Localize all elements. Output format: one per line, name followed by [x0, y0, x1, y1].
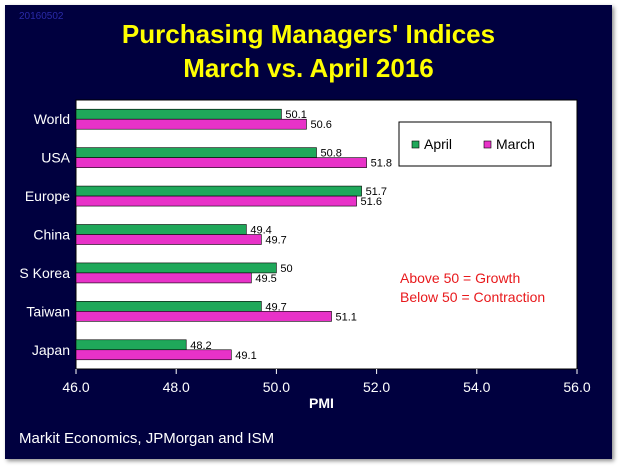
bar-march-europe: [75, 195, 357, 207]
data-label-april-world: 50.1: [285, 109, 306, 121]
data-label-march-world: 50.6: [310, 119, 331, 131]
x-tick-label: 46.0: [62, 379, 89, 395]
bar-march-world: [75, 118, 307, 130]
category-label-japan: Japan: [32, 342, 70, 358]
category-label-world: World: [34, 111, 70, 127]
data-label-april-japan: 48.2: [190, 340, 211, 352]
bar-march-china: [75, 234, 262, 245]
bar-march-s-korea: [75, 272, 252, 284]
bar-chart: 50.1 50.6 World 50.8 51.8 USA 51.751.6 Europe 49…: [19, 99, 591, 411]
bar-april-world: [75, 108, 282, 120]
data-label-april-s-korea: 50: [280, 263, 292, 275]
data-label-march-usa: 51.8: [371, 158, 392, 170]
bar-march-usa: [75, 157, 367, 168]
data-label-april-china: 49.4: [250, 225, 271, 237]
x-tick-label: 54.0: [463, 379, 490, 395]
slide: 20160502 Purchasing Managers' Indices Ma…: [5, 5, 612, 459]
category-label-s-korea: S Korea: [19, 265, 70, 281]
legend-label-march: March: [496, 136, 535, 152]
x-tick-label: 50.0: [263, 379, 290, 395]
legend-label-april: April: [424, 136, 452, 152]
bar-april-usa: [75, 147, 317, 158]
category-label-china: China: [33, 227, 70, 243]
bar-april-taiwan: [75, 301, 262, 312]
data-label-april-taiwan: 49.7: [265, 301, 286, 313]
category-label-usa: USA: [41, 150, 70, 166]
x-tick-label: 48.0: [163, 379, 190, 395]
legend-swatch-april: [411, 140, 420, 149]
data-label-march-europe: 51.6: [361, 196, 382, 208]
bar-april-japan: [75, 339, 187, 351]
data-label-march-taiwan: 51.1: [336, 311, 357, 323]
x-axis-title: PMI: [309, 395, 334, 411]
x-tick-label: 52.0: [363, 379, 390, 395]
date-stamp: 20160502: [19, 11, 64, 22]
data-label-march-s-korea: 49.5: [255, 273, 276, 285]
chart-title-line-1: Purchasing Managers' Indices: [121, 19, 496, 49]
data-label-april-usa: 50.8: [320, 148, 341, 160]
chart-title-line-2: March vs. April 2016: [183, 53, 434, 83]
source-note: Markit Economics, JPMorgan and ISM: [19, 430, 275, 447]
x-tick-label: 56.0: [563, 379, 590, 395]
annotation-2: Below 50 = Contraction: [400, 289, 545, 305]
annotation-1: Above 50 = Growth: [400, 270, 520, 286]
bar-march-taiwan: [75, 311, 332, 322]
bar-april-s-korea: [75, 262, 277, 274]
data-label-march-china: 49.7: [265, 235, 286, 247]
legend-box: [398, 121, 552, 167]
data-label-march-japan: 49.1: [235, 350, 256, 362]
bar-march-japan: [75, 349, 232, 361]
data-label-april-europe: 51.7: [366, 186, 387, 198]
category-label-europe: Europe: [25, 188, 70, 204]
bar-april-europe: [75, 185, 362, 197]
category-label-taiwan: Taiwan: [26, 303, 70, 319]
legend-swatch-march: [483, 140, 492, 149]
bar-april-china: [75, 224, 247, 235]
